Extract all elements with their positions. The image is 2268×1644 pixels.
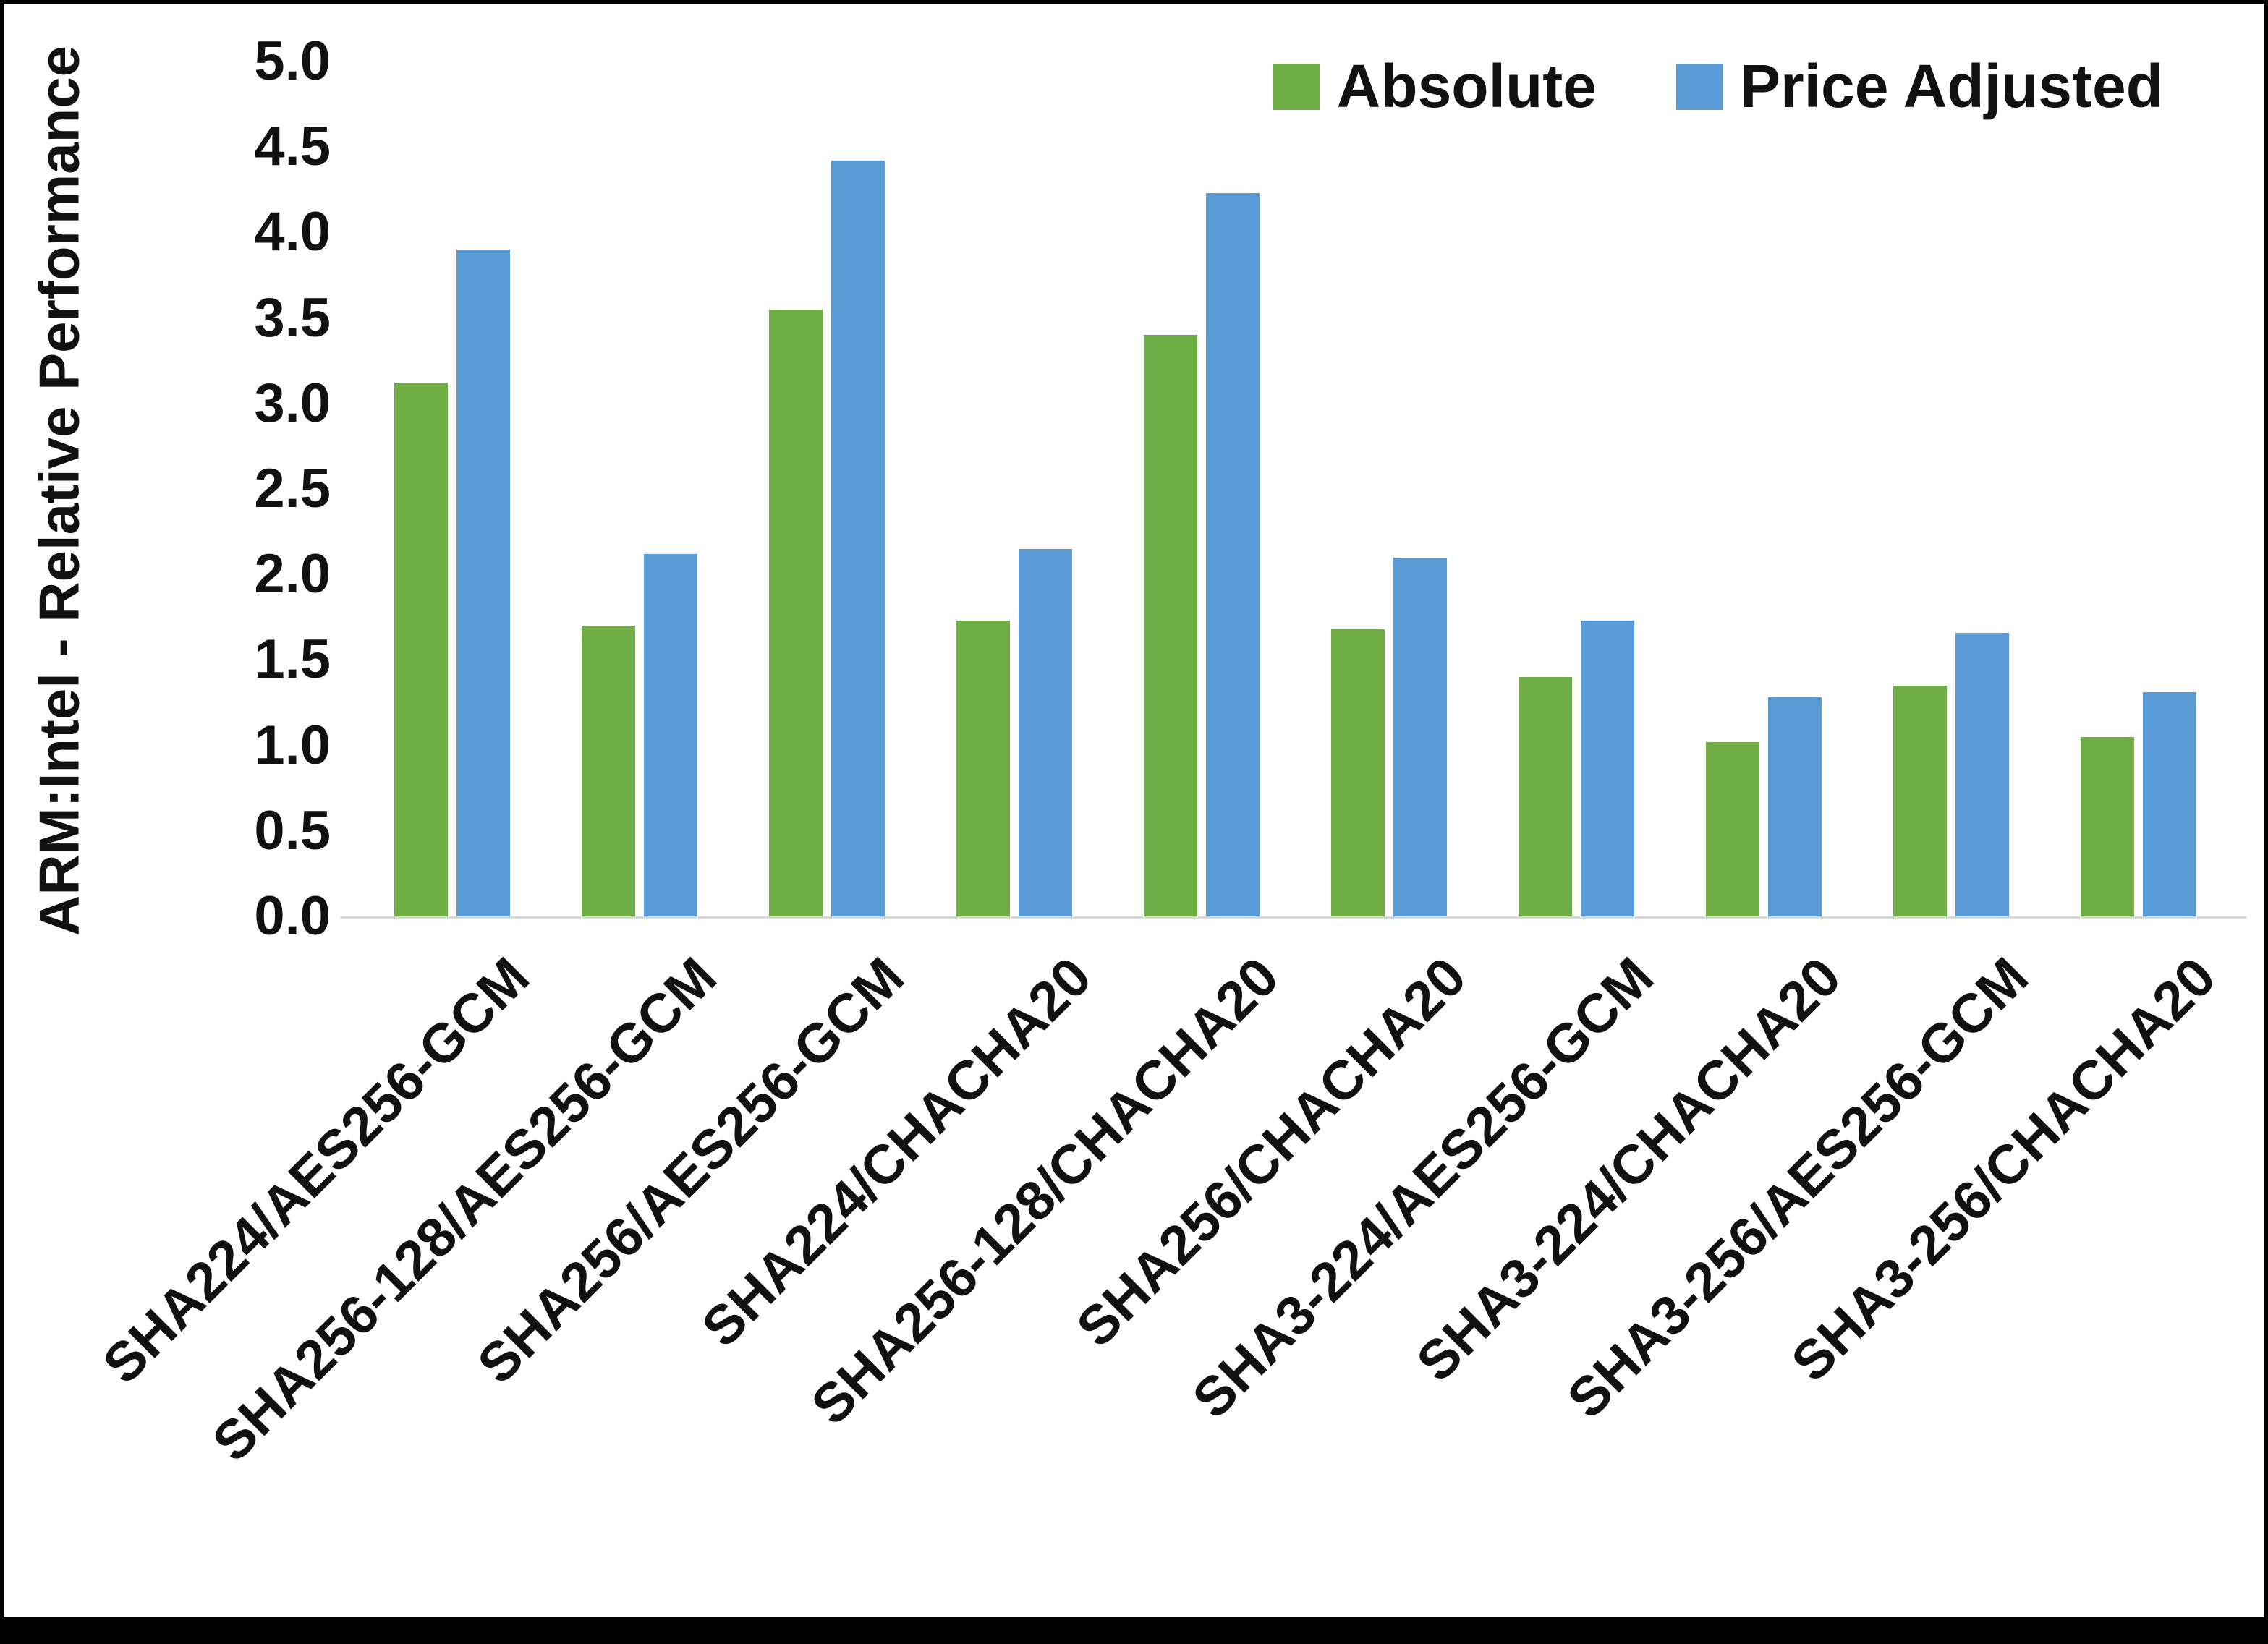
y-tick-label: 2.5 <box>254 458 331 519</box>
bar-price-adjusted <box>831 161 885 916</box>
bar-price-adjusted <box>456 250 510 916</box>
y-tick-label: 4.0 <box>254 201 331 263</box>
legend-item-price-adjusted: Price Adjusted <box>1675 51 2163 122</box>
bar-price-adjusted <box>1018 548 1072 916</box>
x-axis-line <box>341 916 2246 919</box>
bar-price-adjusted <box>1955 632 2009 916</box>
legend-label: Absolute <box>1336 52 1597 120</box>
y-tick-label: 1.5 <box>254 629 331 691</box>
y-tick-label: 5.0 <box>254 30 331 92</box>
bar-price-adjusted <box>1767 697 1822 916</box>
y-tick-label: 3.0 <box>254 372 331 434</box>
plot-area <box>4 4 2264 1640</box>
bar-price-adjusted <box>2142 692 2196 916</box>
bar-price-adjusted <box>1580 621 1634 916</box>
legend-swatch-icon <box>1675 63 1723 110</box>
bar-absolute <box>394 383 448 916</box>
bar-absolute <box>1518 677 1572 916</box>
y-tick-label: 1.0 <box>254 714 331 776</box>
y-tick-label: 0.5 <box>254 799 331 861</box>
bar-absolute <box>1893 685 1947 916</box>
bar-absolute <box>1705 741 1759 916</box>
bar-price-adjusted <box>1393 557 1447 916</box>
bar-absolute <box>768 309 823 916</box>
bar-price-adjusted <box>643 553 697 916</box>
bar-price-adjusted <box>1205 193 1260 916</box>
legend-label: Price Adjusted <box>1739 52 2163 120</box>
bottom-frame-bar <box>4 1617 2264 1640</box>
legend-swatch-icon <box>1273 63 1320 110</box>
bar-absolute <box>2080 736 2134 916</box>
y-tick-label: 2.0 <box>254 543 331 605</box>
y-tick-label: 3.5 <box>254 286 331 349</box>
bar-absolute <box>956 621 1010 916</box>
legend-item-absolute: Absolute <box>1273 51 1597 122</box>
bar-absolute <box>581 626 635 916</box>
bar-absolute <box>1330 629 1385 916</box>
y-tick-label: 4.5 <box>254 116 331 178</box>
legend: Absolute Price Adjusted <box>1273 51 2163 122</box>
bar-absolute <box>1143 335 1197 916</box>
y-tick-label: 0.0 <box>254 885 331 947</box>
